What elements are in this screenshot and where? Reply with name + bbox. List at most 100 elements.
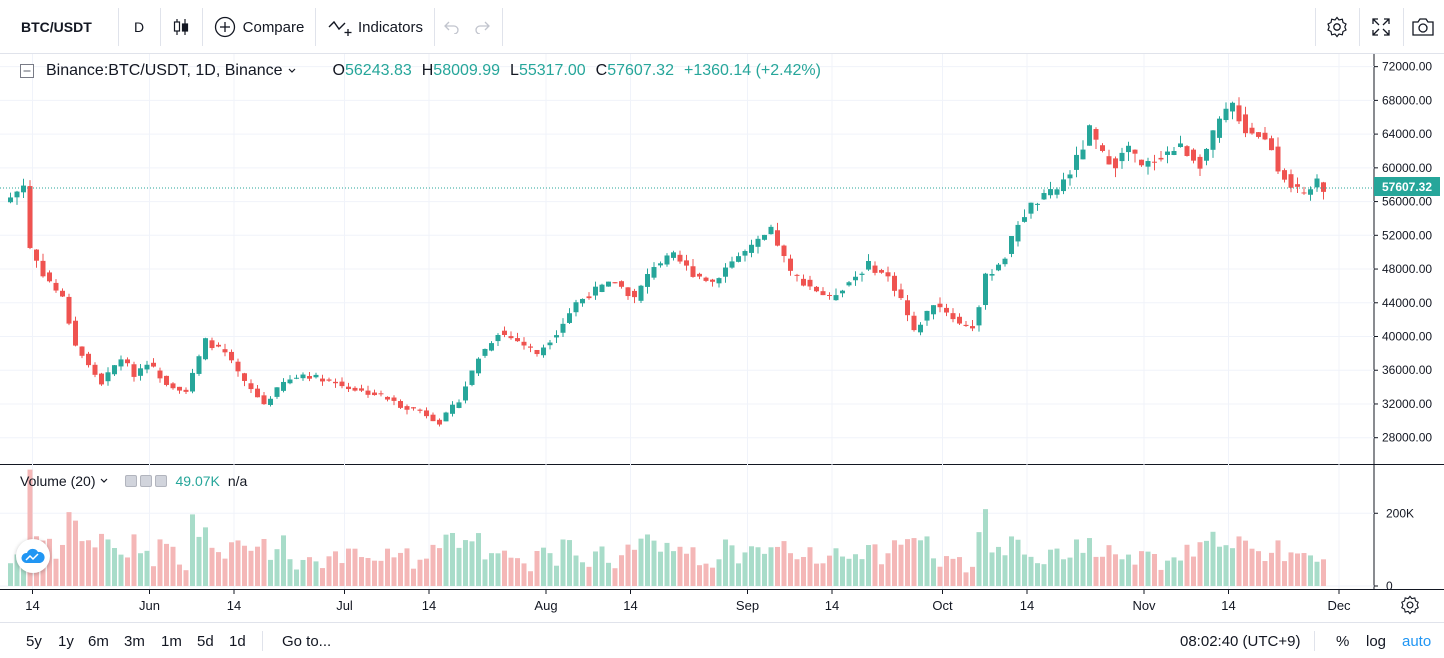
volume-bar xyxy=(885,553,891,586)
compare-button[interactable]: Compare xyxy=(203,8,315,46)
volume-bar xyxy=(1262,561,1268,586)
candle-body xyxy=(105,372,111,382)
redo-button[interactable] xyxy=(468,8,496,46)
range-6m[interactable]: 6m xyxy=(88,632,109,650)
candle-body xyxy=(547,342,553,346)
range-3m[interactable]: 3m xyxy=(124,632,145,650)
candlesticks xyxy=(8,97,1326,427)
volume-bar xyxy=(27,469,33,586)
gear-icon[interactable] xyxy=(140,475,153,487)
volume-bar xyxy=(14,554,20,586)
volume-bar xyxy=(775,546,780,586)
chevron-down-icon[interactable] xyxy=(287,67,297,75)
volume-bar xyxy=(300,559,306,586)
volume-bar xyxy=(66,512,72,586)
volume-bar xyxy=(53,558,59,586)
candle-body xyxy=(209,340,215,349)
volume-bar xyxy=(398,552,403,586)
snapshot-button[interactable] xyxy=(1405,8,1441,46)
logo-button[interactable] xyxy=(16,539,50,573)
close-icon[interactable] xyxy=(155,475,168,487)
candle-body xyxy=(1100,145,1105,151)
fullscreen-button[interactable] xyxy=(1361,8,1401,46)
volume-bar xyxy=(1139,551,1144,586)
volume-bar xyxy=(749,546,754,586)
candle-body xyxy=(684,260,689,266)
candle-body xyxy=(1308,189,1313,195)
volume-bar xyxy=(879,564,884,586)
candle-body xyxy=(645,274,650,287)
candle-body xyxy=(170,383,176,389)
candle-body xyxy=(333,381,338,384)
volume-bar xyxy=(1321,559,1326,586)
candle-body xyxy=(775,230,780,246)
volume-bar xyxy=(1067,557,1073,586)
price-chart[interactable]: 72000.00 68000.00 64000.00 60000.00 56000.00… xyxy=(0,54,1444,622)
volume-bar xyxy=(261,538,267,586)
volume-bar xyxy=(125,557,130,586)
auto-scale-toggle[interactable]: auto xyxy=(1402,632,1432,650)
volume-bar xyxy=(235,540,241,586)
candle-body xyxy=(1139,159,1144,166)
camera-icon xyxy=(1412,18,1434,36)
candle-body xyxy=(346,386,351,390)
candle-body xyxy=(1295,184,1300,187)
candle-body xyxy=(79,346,85,356)
indicators-icon xyxy=(328,20,352,36)
volume-bar xyxy=(1132,564,1138,586)
candle-body xyxy=(677,254,683,262)
range-1y[interactable]: 1y xyxy=(58,632,74,650)
candle-body xyxy=(47,272,52,282)
volume-bar xyxy=(996,546,1001,586)
clock-timezone[interactable]: 08:02:40 (UTC+9) xyxy=(1180,632,1301,650)
range-1m[interactable]: 1m xyxy=(161,632,182,650)
volume-bar xyxy=(489,553,494,586)
time-axis[interactable]: 14 Jun 14 Jul 14 Aug 14 Sep 14 Oct 14 Nov 14 Dec xyxy=(25,590,1351,613)
goto-button[interactable]: Go to... xyxy=(282,632,332,650)
candle-body xyxy=(183,389,189,392)
indicators-button[interactable]: Indicators xyxy=(316,8,434,46)
candle-body xyxy=(950,313,956,320)
candle-body xyxy=(222,349,228,353)
range-5d[interactable]: 5d xyxy=(197,632,214,650)
candle-body xyxy=(996,264,1001,271)
fullscreen-icon xyxy=(1372,18,1390,36)
price-axis[interactable]: 72000.00 68000.00 64000.00 60000.00 56000.00… xyxy=(1374,60,1432,445)
time-tick-label: Dec xyxy=(1327,598,1351,613)
chart-style-button[interactable] xyxy=(161,8,201,46)
candle-body xyxy=(723,267,728,277)
volume-bar xyxy=(203,527,208,586)
range-5y[interactable]: 5y xyxy=(26,632,42,650)
candle-body xyxy=(788,258,793,271)
candle-body xyxy=(53,282,59,291)
axis-settings-button[interactable] xyxy=(1398,593,1422,617)
symbol-search-button[interactable]: BTC/USDT xyxy=(21,19,92,35)
grid-lines xyxy=(0,54,1444,590)
series-title[interactable]: Binance:BTC/USDT, 1D, Binance xyxy=(46,62,283,79)
candle-body xyxy=(313,374,319,378)
range-1d[interactable]: 1d xyxy=(229,632,246,650)
chevron-down-icon[interactable] xyxy=(99,477,109,485)
volume-title[interactable]: Volume (20) xyxy=(20,473,96,489)
eye-icon[interactable] xyxy=(125,475,138,487)
volume-bar xyxy=(1249,548,1255,586)
candle-body xyxy=(924,310,930,321)
volume-bar xyxy=(229,542,234,586)
candle-body xyxy=(833,295,839,301)
candle-body xyxy=(92,364,98,375)
candle-body xyxy=(443,412,449,422)
candle-body xyxy=(658,263,663,266)
volume-bar xyxy=(177,564,182,586)
settings-button[interactable] xyxy=(1317,8,1357,46)
percent-scale-toggle[interactable]: % xyxy=(1336,632,1350,650)
undo-button[interactable] xyxy=(438,8,466,46)
volume-bar xyxy=(1178,560,1183,586)
interval-button[interactable]: D xyxy=(133,19,145,35)
volume-bar xyxy=(287,559,293,586)
time-tick-label: 14 xyxy=(623,598,637,613)
collapse-icon[interactable] xyxy=(20,64,34,78)
log-scale-toggle[interactable]: log xyxy=(1366,632,1387,650)
price-tick-label: 72000.00 xyxy=(1382,60,1432,74)
candle-body xyxy=(268,398,273,405)
volume-bar xyxy=(892,540,897,586)
